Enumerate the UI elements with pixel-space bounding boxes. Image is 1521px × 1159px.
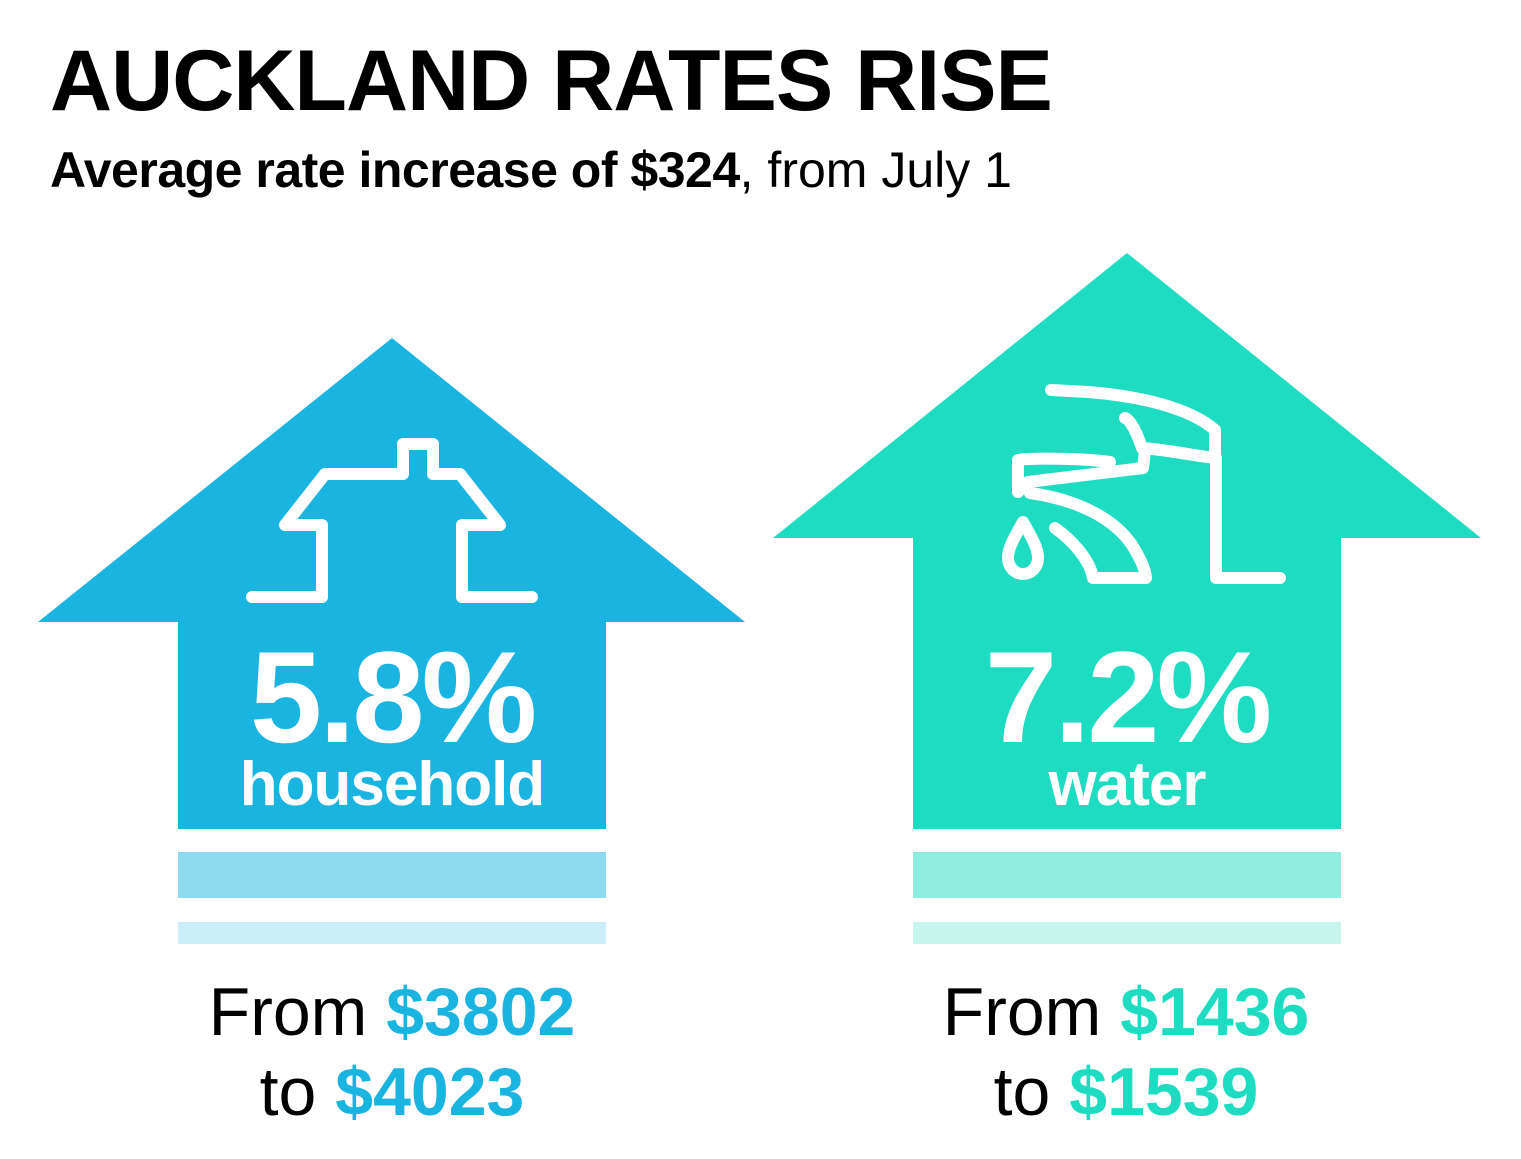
water-arrow: 7.2% water — [773, 253, 1481, 944]
household-label: household — [240, 750, 544, 819]
household-to-word: to — [259, 1054, 317, 1130]
household-from-amount: $3802 — [386, 974, 576, 1050]
water-band-2 — [913, 922, 1341, 944]
water-range-from-line: From $1436 — [826, 972, 1426, 1052]
household-band-1 — [178, 852, 606, 898]
household-band-2 — [178, 922, 606, 944]
water-to-amount: $1539 — [1069, 1054, 1259, 1130]
water-from-amount: $1436 — [1120, 974, 1310, 1050]
water-to-word: to — [993, 1054, 1051, 1130]
subtitle-emphasis: Average rate increase of $324 — [50, 142, 740, 198]
household-percent: 5.8% — [250, 624, 535, 770]
household-range: From $3802 to $4023 — [92, 972, 692, 1132]
house-icon — [246, 438, 538, 603]
tap-icon — [1002, 384, 1286, 584]
household-to-amount: $4023 — [335, 1054, 525, 1130]
water-range-to-line: to $1539 — [826, 1052, 1426, 1132]
page-title: AUCKLAND RATES RISE — [50, 33, 1053, 129]
subtitle-rest: , from July 1 — [739, 142, 1012, 198]
water-range: From $1436 to $1539 — [826, 972, 1426, 1132]
household-from-word: From — [208, 974, 368, 1050]
household-arrow-shape — [38, 338, 745, 829]
water-percent: 7.2% — [985, 624, 1270, 770]
water-label: water — [1048, 750, 1207, 819]
household-range-from-line: From $3802 — [92, 972, 692, 1052]
household-range-to-line: to $4023 — [92, 1052, 692, 1132]
page-subtitle: Average rate increase of $324, from July… — [50, 145, 1012, 195]
water-from-word: From — [942, 974, 1102, 1050]
household-arrow: 5.8% household — [38, 338, 745, 944]
water-band-1 — [913, 852, 1341, 898]
